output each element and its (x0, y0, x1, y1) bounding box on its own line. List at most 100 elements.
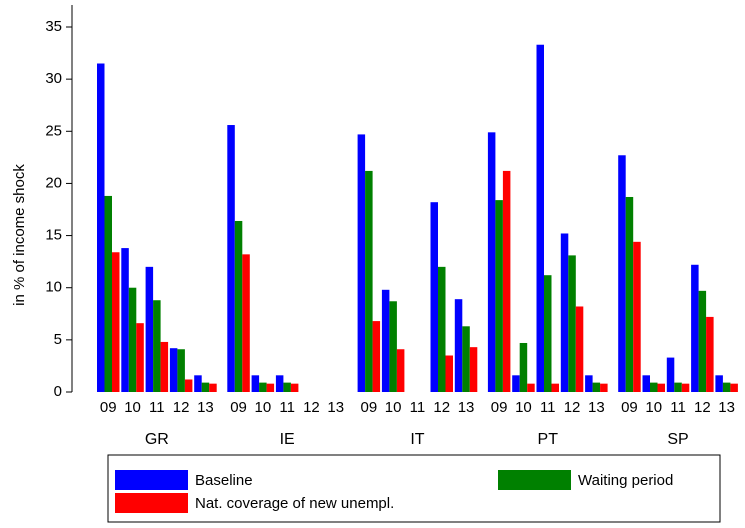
bar (691, 264, 699, 392)
bar (438, 266, 446, 392)
y-tick-label: 25 (45, 122, 62, 139)
bar (527, 383, 535, 392)
bar (153, 300, 161, 392)
bar (625, 196, 634, 392)
bar (177, 349, 185, 392)
bar (568, 255, 576, 392)
bar (519, 342, 528, 392)
x-tick-label: 11 (670, 399, 686, 416)
bar (121, 248, 129, 392)
x-tick-label: 11 (540, 399, 556, 416)
x-tick-label: 10 (645, 399, 662, 416)
bar (600, 383, 608, 392)
x-tick-label: 13 (718, 399, 735, 416)
legend-label: Waiting period (578, 472, 673, 489)
x-tick-label: 12 (173, 399, 190, 416)
bar (145, 266, 154, 392)
bar (592, 382, 601, 392)
x-tick-label: 12 (694, 399, 711, 416)
bar (722, 382, 731, 392)
bar (389, 301, 397, 392)
bar (112, 252, 120, 392)
x-tick-label: 13 (588, 399, 605, 416)
y-tick-label: 20 (45, 174, 62, 191)
bar (674, 382, 682, 392)
x-tick-label: 09 (100, 399, 117, 416)
bar (585, 375, 593, 392)
group-label: SP (667, 431, 688, 448)
bar (666, 357, 675, 392)
legend-swatch (115, 470, 188, 490)
x-tick-label: 10 (385, 399, 402, 416)
bar (227, 125, 235, 393)
bar (560, 233, 569, 392)
bar (201, 382, 210, 392)
bar (97, 63, 105, 392)
bar (575, 306, 584, 392)
y-tick-label: 10 (45, 279, 62, 296)
bar (290, 383, 299, 392)
x-tick-label: 10 (255, 399, 272, 416)
bar (642, 375, 650, 392)
x-tick-label: 13 (327, 399, 344, 416)
bar (184, 379, 193, 392)
bar (706, 316, 714, 392)
bar (469, 347, 478, 392)
bar (502, 170, 511, 392)
bar (657, 383, 665, 392)
bar (365, 170, 373, 392)
bar (495, 200, 503, 392)
group-label: IE (280, 431, 295, 448)
bar (104, 195, 112, 392)
x-tick-label: 11 (149, 399, 165, 416)
bar (536, 44, 544, 392)
x-tick-label: 09 (230, 399, 247, 416)
x-tick-label: 09 (491, 399, 508, 416)
legend-box (107, 454, 721, 523)
x-tick-label: 09 (361, 399, 378, 416)
bar (681, 383, 690, 392)
bar (357, 134, 366, 392)
bar (512, 375, 520, 392)
bar (715, 375, 723, 392)
group-label: IT (410, 431, 424, 448)
y-tick-label: 35 (45, 18, 62, 35)
group-label: GR (145, 431, 169, 448)
bar (194, 375, 202, 392)
legend-swatch (115, 493, 188, 513)
legend-label: Nat. coverage of new unempl. (195, 495, 394, 512)
bar (487, 132, 496, 393)
x-tick-label: 10 (124, 399, 141, 416)
bar (698, 290, 707, 392)
bar (234, 220, 243, 392)
x-tick-label: 11 (410, 399, 426, 416)
bar (259, 382, 267, 392)
x-tick-label: 10 (515, 399, 532, 416)
y-tick-label: 15 (45, 227, 62, 244)
bar (430, 202, 438, 392)
bar (251, 375, 260, 392)
bar (381, 289, 390, 392)
x-tick-label: 13 (197, 399, 214, 416)
bar (650, 382, 658, 392)
legend-label: Baseline (195, 472, 253, 489)
bar (462, 326, 470, 392)
x-tick-label: 11 (279, 399, 295, 416)
bar (209, 383, 217, 392)
x-tick-label: 09 (621, 399, 638, 416)
y-tick-label: 0 (54, 383, 62, 400)
x-tick-label: 12 (433, 399, 450, 416)
x-tick-label: 12 (303, 399, 320, 416)
bar (633, 241, 641, 392)
y-tick-label: 30 (45, 70, 62, 87)
bar (136, 323, 144, 392)
bar (169, 348, 178, 392)
bar (128, 287, 137, 392)
x-tick-label: 13 (458, 399, 475, 416)
y-tick-label: 5 (54, 331, 62, 348)
bar (454, 299, 463, 392)
legend-swatch (498, 470, 571, 490)
group-label: PT (538, 431, 559, 448)
bar (275, 375, 284, 392)
bar (544, 275, 552, 392)
